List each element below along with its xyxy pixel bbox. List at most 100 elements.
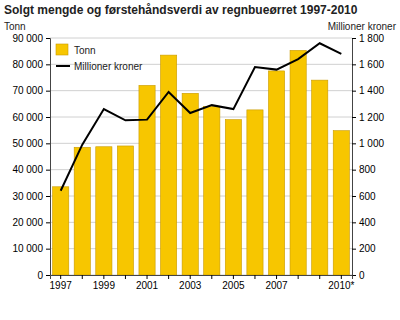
- grid-line: [50, 248, 352, 249]
- tick-label: 1 000: [359, 138, 384, 149]
- tick-label: 20 000: [12, 217, 43, 228]
- grid-line: [50, 143, 352, 144]
- bar: [225, 120, 241, 275]
- tick-label: 0: [359, 270, 365, 281]
- tick-mark: [319, 275, 320, 279]
- tick-label: 400: [359, 217, 376, 228]
- line: [61, 43, 342, 190]
- tick: 30 000: [12, 191, 50, 202]
- grid-line: [50, 38, 352, 39]
- tick-mark: [46, 64, 50, 65]
- tick: 80 000: [12, 59, 50, 70]
- tick-mark: [46, 38, 50, 39]
- tick: 40 000: [12, 164, 50, 175]
- tick-label: 70 000: [12, 85, 43, 96]
- tick-mark: [352, 117, 356, 118]
- x-axis: 1997 1999 2001 2003 2005 2007 2010*: [50, 275, 355, 291]
- tick-mark: [125, 275, 126, 279]
- title: Solgt mengde og førstehåndsverdi av regn…: [4, 3, 358, 17]
- legend-swatch: [56, 44, 68, 55]
- tick: 2007: [265, 275, 288, 291]
- tick: 50 000: [12, 138, 50, 149]
- tick-mark: [233, 275, 234, 279]
- tick-label: 30 000: [12, 191, 43, 202]
- tick: 10 000: [12, 243, 50, 254]
- tick-mark: [352, 64, 356, 65]
- tick-mark: [46, 222, 50, 223]
- tick-label: 200: [359, 243, 376, 254]
- bar: [247, 110, 263, 275]
- tick: 0: [352, 270, 365, 281]
- bar: [117, 146, 133, 275]
- tick: 0: [37, 270, 50, 281]
- tick-mark: [168, 275, 169, 279]
- tick: 1 200: [352, 112, 384, 123]
- tick-mark: [46, 117, 50, 118]
- tick-mark: [147, 275, 148, 279]
- tick: [125, 275, 126, 279]
- tick-label: 2010*: [328, 280, 354, 291]
- axis-line: [46, 39, 51, 276]
- legend-label: Tonn: [74, 45, 96, 56]
- bar: [161, 55, 177, 275]
- grid-line: [50, 90, 352, 91]
- axis-line: [353, 39, 357, 276]
- tick-label: 1 800: [359, 33, 384, 44]
- bar: [204, 106, 220, 275]
- tick-label: 1 400: [359, 85, 384, 96]
- tick-label: 40 000: [12, 164, 43, 175]
- tick: 800: [352, 164, 376, 175]
- bar: [312, 80, 328, 275]
- y2-axis: 0 200 400 600 800 1 000 1 200 1 400 1 600 1 800: [352, 33, 384, 281]
- tick-mark: [276, 275, 277, 279]
- tick-mark: [352, 222, 356, 223]
- tick-label: 1 200: [359, 112, 384, 123]
- grid-line: [50, 196, 352, 197]
- legend-label: Millioner kroner: [74, 61, 143, 72]
- tick: 200: [352, 243, 376, 254]
- tick-label: 600: [359, 191, 376, 202]
- tick-mark: [60, 275, 61, 279]
- tick: 1 000: [352, 138, 384, 149]
- tick: 1 400: [352, 85, 384, 96]
- tick-mark: [352, 143, 356, 144]
- legend: Tonn Millioner kroner: [56, 44, 143, 72]
- tick: [82, 275, 83, 279]
- tick-label: 50 000: [12, 138, 43, 149]
- tick-label: 1997: [50, 280, 73, 291]
- tick-mark: [82, 275, 83, 279]
- tick-label: 0: [37, 270, 43, 281]
- tick: 2003: [179, 275, 202, 291]
- tick-mark: [190, 275, 191, 279]
- tick-mark: [352, 91, 356, 92]
- tick-label: 1999: [93, 280, 116, 291]
- bar: [96, 147, 112, 275]
- tick-mark: [341, 275, 342, 279]
- tick: 70 000: [12, 85, 50, 96]
- tick: 2005: [222, 275, 245, 291]
- legend-swatch: [56, 65, 70, 67]
- tick: 1 600: [352, 59, 384, 70]
- tick-label: 2001: [136, 280, 159, 291]
- tick: 400: [352, 217, 376, 228]
- bar: [333, 131, 349, 275]
- tick-label: 60 000: [12, 112, 43, 123]
- tick: [168, 275, 169, 279]
- tick: 600: [352, 191, 376, 202]
- tick: 1 800: [352, 33, 384, 44]
- y-axis: 0 10 000 20 000 30 000 40 000 50 000 60 000 70 …: [12, 33, 50, 281]
- tick: [319, 275, 320, 279]
- tick-label: 80 000: [12, 59, 43, 70]
- bar: [268, 71, 284, 275]
- tick-label: 2005: [222, 280, 245, 291]
- tick: [298, 275, 299, 279]
- tick: 1997: [50, 275, 73, 291]
- tick-label: 10 000: [12, 243, 43, 254]
- tick-label: 2007: [265, 280, 288, 291]
- tick: [254, 275, 255, 279]
- bar: [290, 50, 306, 275]
- tick: 2010*: [328, 275, 354, 291]
- tick-label: 800: [359, 164, 376, 175]
- tick-mark: [46, 275, 50, 276]
- tick-mark: [46, 249, 50, 250]
